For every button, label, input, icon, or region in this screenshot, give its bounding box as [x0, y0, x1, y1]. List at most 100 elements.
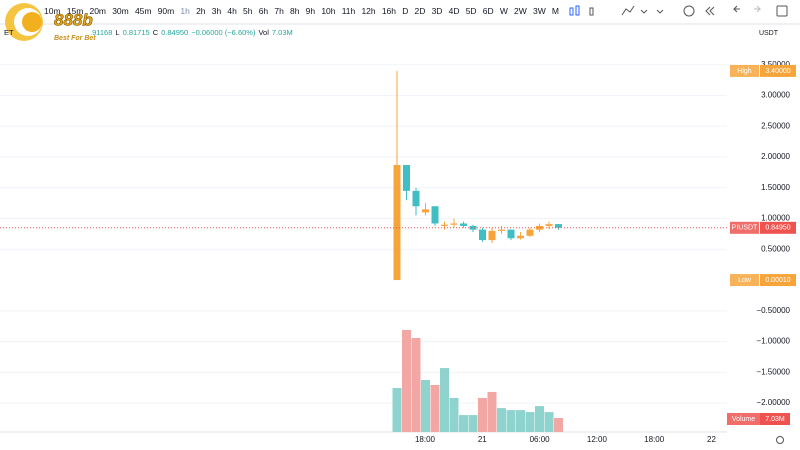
badge-name: PIUSDT — [732, 225, 758, 232]
icon-redo[interactable] — [754, 5, 762, 13]
icon-candles[interactable] — [569, 7, 574, 16]
y-tick-label: 1.00000 — [761, 214, 790, 223]
candle-body — [536, 225, 543, 230]
timeframe-button[interactable]: 45m — [134, 6, 152, 16]
icon-dropdown-2[interactable] — [656, 9, 664, 14]
volume-bar — [544, 412, 554, 432]
y-tick-label: −2.00000 — [756, 398, 790, 407]
logo-core — [22, 12, 42, 32]
timeframe-button[interactable]: 2h — [196, 6, 206, 16]
legend-change: −0.06000 (−6.60%) — [191, 28, 256, 37]
icon-bars[interactable] — [589, 7, 594, 16]
timeframe-button[interactable]: 6h — [258, 6, 269, 16]
y-tick-label: −1.50000 — [756, 367, 790, 376]
ohlc-legend: .91168 L 0.81715 C 0.84950 −0.06000 (−6.… — [90, 28, 293, 37]
timeframe-button[interactable]: 2D — [414, 6, 426, 16]
timeframe-button[interactable]: 3D — [431, 6, 443, 16]
timeframe-button[interactable]: 16h — [381, 6, 396, 16]
timeframe-button[interactable]: 8h — [290, 6, 300, 16]
y-tick-label: 2.50000 — [761, 121, 790, 130]
timeframe-button[interactable]: 11h — [341, 6, 356, 16]
candle-body — [412, 190, 420, 207]
volume-bar — [411, 337, 421, 432]
logo-tagline: Best For Bet — [54, 35, 96, 42]
volume-bar — [554, 417, 563, 432]
icon-replay[interactable] — [705, 6, 711, 16]
candle-body — [469, 225, 477, 230]
timeframe-button[interactable]: 20m — [89, 6, 107, 16]
timeframe-button[interactable]: 5D — [465, 6, 477, 16]
badge-value-box — [760, 221, 796, 234]
symbol: ET — [4, 28, 14, 37]
timeframe-button[interactable]: 90m — [157, 6, 175, 16]
badge-value: 0.00010 — [765, 277, 790, 284]
volume-bar — [421, 380, 430, 432]
currency: USDT — [759, 30, 779, 37]
badge-name-box — [730, 64, 759, 77]
icon-dropdown[interactable] — [640, 9, 648, 14]
candle-body — [526, 229, 534, 236]
logo-title: 888b — [54, 10, 93, 29]
timeframe-button[interactable]: 2W — [514, 6, 527, 16]
badge-name: Low — [738, 277, 752, 284]
timeframe-toolbar: 10m 15m 20m 30m 45m 90m 1h 2h 3h 4h 5h 6h 7h 8h 9h 10h 1… — [44, 2, 559, 20]
badge-name: High — [737, 68, 752, 75]
grid: 3.50000 3.00000 2.50000 2.00000 1.50000 1.000… — [0, 60, 791, 444]
x-tick-label: 22 — [707, 435, 716, 444]
volume-bar — [497, 408, 506, 432]
x-tick-label: 06:00 — [530, 435, 551, 444]
badge-name-box — [730, 221, 759, 234]
candle-body — [555, 224, 562, 228]
timeframe-button[interactable]: W — [499, 6, 508, 16]
timeframe-button[interactable]: D — [402, 6, 409, 16]
volume-bar — [468, 415, 478, 432]
candle-body — [545, 224, 553, 226]
timeframe-button[interactable]: 7h — [274, 6, 284, 16]
timeframe-button[interactable]: 5h — [243, 6, 253, 16]
candle-body — [517, 235, 524, 239]
timeframe-button[interactable]: M — [551, 6, 560, 16]
timeframe-button[interactable]: 10h — [321, 6, 336, 16]
y-tick-label: −1.00000 — [756, 337, 790, 346]
volume-bar — [402, 330, 411, 432]
x-tick-label: 21 — [478, 435, 487, 444]
candle-body — [450, 223, 458, 225]
volume-bar — [525, 412, 535, 432]
icon-alert[interactable] — [683, 5, 695, 17]
volume-bar — [440, 368, 449, 432]
timeframe-button[interactable]: 15m — [66, 6, 84, 16]
legend-close-label: C — [152, 28, 159, 37]
volume-bar — [459, 415, 468, 432]
icon-replay-2 — [709, 6, 715, 16]
icon-fullscreen[interactable] — [776, 5, 788, 17]
timeframe-button[interactable]: 1h — [180, 6, 190, 16]
volume-bar — [449, 397, 459, 432]
timeframe-button[interactable]: 10m — [44, 6, 61, 16]
timeframe-button[interactable]: 9h — [305, 6, 316, 16]
timeframe-button[interactable]: 30m — [112, 6, 129, 16]
logo: 888b Best For Bet — [5, 3, 96, 42]
legend-low: 0.81715 — [122, 28, 150, 37]
icon-undo[interactable] — [732, 5, 740, 13]
timeframe-button[interactable]: 6D — [482, 6, 494, 16]
legend-volume: 7.03M — [271, 28, 293, 37]
icon-settings[interactable] — [776, 436, 784, 444]
timeframe-button[interactable]: 3h — [211, 6, 222, 16]
volume-bar — [535, 406, 544, 432]
timeframe-button[interactable]: 4h — [227, 6, 237, 16]
timeframe-button[interactable]: 3W — [532, 6, 546, 16]
volume-badge-value-box — [760, 413, 790, 425]
timeframe-button[interactable]: 4D — [448, 6, 460, 16]
volume-badge-name-box — [727, 413, 760, 425]
badge-value: 0.84950 — [765, 225, 790, 232]
y-tick-label: 2.00000 — [761, 152, 790, 161]
timeframe-button[interactable]: 12h — [361, 6, 376, 16]
icon-indicators[interactable] — [621, 5, 635, 16]
legend-close: 0.84950 — [161, 28, 189, 37]
candle-body — [498, 229, 505, 231]
volume-bar — [506, 410, 516, 432]
candle-body — [441, 224, 448, 226]
volume-bar — [516, 410, 525, 432]
legend-low-label: L — [115, 28, 120, 37]
